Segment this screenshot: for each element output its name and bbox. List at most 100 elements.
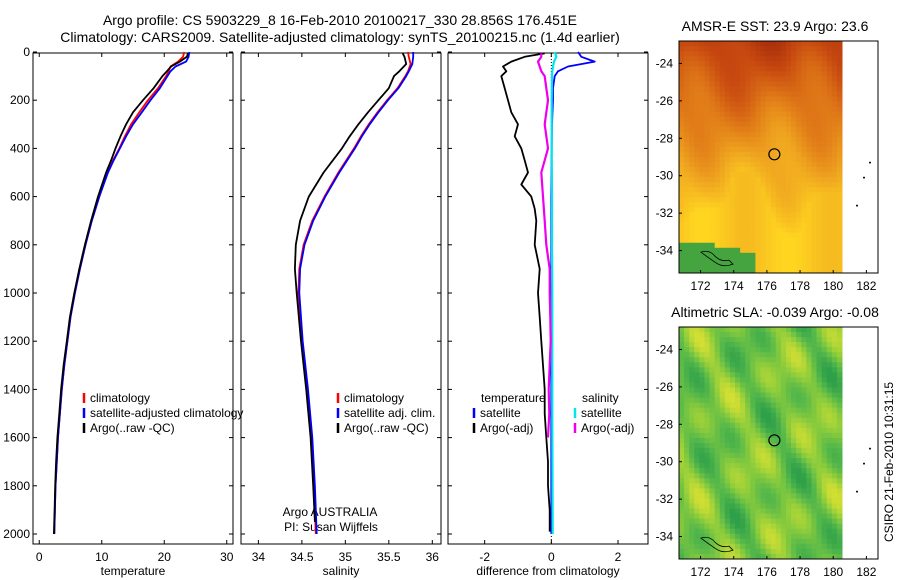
map-cell [801,362,807,368]
map-cell [740,46,746,52]
map-cell [796,352,802,358]
map-cell [831,463,838,469]
map-cell [775,172,782,178]
map-cell [719,392,726,399]
map-cell [699,387,705,394]
map-cell [694,337,700,343]
map-cell [785,257,792,264]
map-cell [806,538,812,545]
map-cell [801,167,807,173]
map-cell [785,382,792,389]
map-cell [811,151,818,158]
map-cell [729,247,736,254]
map-cell [770,327,777,333]
map-cell [684,443,690,449]
map-cell [806,131,812,138]
map-cell [770,342,777,348]
map-cell [694,332,700,338]
map-cell [735,498,741,505]
map-cell [724,422,731,429]
map-cell [745,468,751,474]
map-cell [709,232,716,239]
map-cell [796,453,802,459]
map-cell [719,427,726,434]
map-cell [811,443,818,449]
map-cell [836,76,843,82]
map-cell [801,242,807,249]
map-cell [699,51,705,57]
map-cell [735,86,741,92]
map-cell [714,327,721,333]
map-cell [740,357,746,363]
map-cell [806,352,812,358]
map-cell [796,463,802,469]
map-cell [785,493,792,499]
map-cell [765,172,772,178]
map-cell [785,463,792,469]
map-cell [719,533,726,540]
map-cell [806,337,812,343]
map-cell [740,222,746,229]
map-cell [714,508,721,515]
map-cell [689,327,695,333]
map-cell [750,417,756,424]
map-cell [735,327,741,333]
map-cell [831,478,838,484]
map-cell [791,192,797,198]
map-cell [791,553,797,560]
map-cell [704,267,711,274]
map-cell [745,422,751,429]
map-cell [831,46,838,52]
map-cell [740,392,746,399]
map-cell [689,66,695,72]
map-cell [791,202,797,208]
map-cell [704,51,711,57]
map-cell [709,453,716,459]
map-cell [801,157,807,163]
map-cell [816,453,823,459]
map-cell [801,267,807,274]
map-cell [836,332,843,338]
map-cell [719,473,726,479]
map-cell [816,543,823,550]
map-cell [684,111,690,118]
map-cell [689,337,695,343]
map-cell [791,493,797,499]
map-cell [719,237,726,244]
map-cell [796,437,802,444]
map-cell [816,387,823,394]
map-cell [714,141,721,148]
map-cell [770,548,777,555]
map-cell [780,131,787,138]
map-cell [699,187,705,193]
map-cell [821,217,828,224]
map-cell [684,51,690,57]
map-cell [806,503,812,510]
map-cell [816,101,823,108]
map-cell [745,402,751,409]
map-cell [765,377,772,383]
map-cell [770,172,777,178]
map-cell [770,151,777,158]
map-cell [796,202,802,208]
map-cell [729,111,736,118]
map-cell [801,46,807,52]
map-cell [679,66,685,72]
x-axis-label: temperature [101,564,166,578]
map-cell [775,478,782,484]
map-cell [765,337,772,343]
map-cell [836,247,843,254]
map-cell [704,232,711,239]
map-cell [709,177,716,183]
map-cell [684,402,690,409]
map-cell [765,56,772,62]
map-cell [709,121,716,128]
map-cell [755,352,761,358]
map-cell [785,51,792,57]
map-cell [760,518,767,525]
map-cell [826,367,833,373]
map-cell [729,427,736,434]
map-cell [699,463,705,469]
map-cell [791,182,797,188]
map-cell [724,357,731,363]
